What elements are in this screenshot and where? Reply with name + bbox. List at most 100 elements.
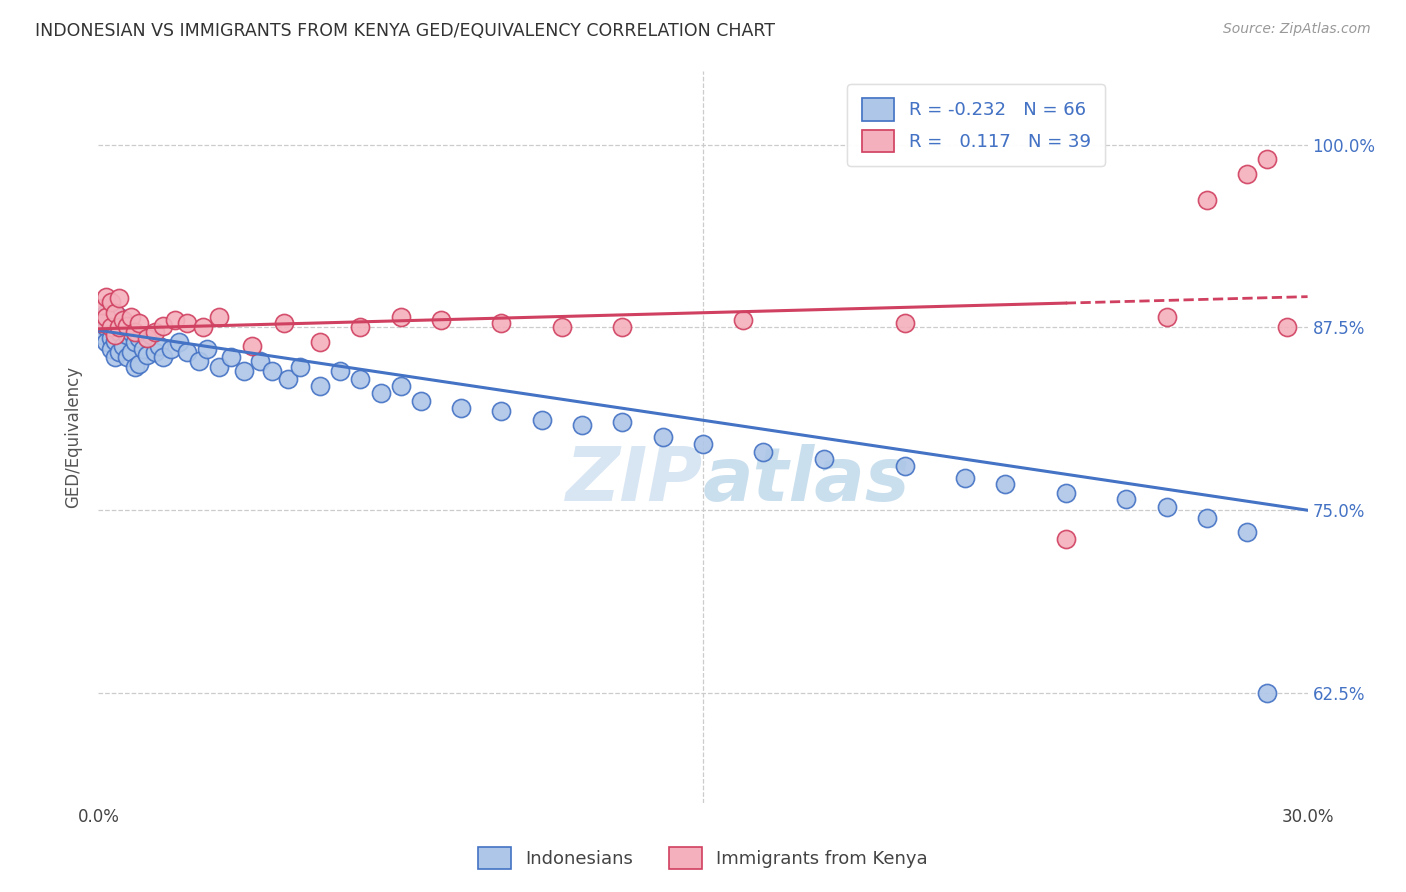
Text: atlas: atlas bbox=[703, 444, 911, 517]
Point bbox=[450, 401, 472, 415]
Point bbox=[1195, 193, 1218, 207]
Legend: Indonesians, Immigrants from Kenya: Indonesians, Immigrants from Kenya bbox=[470, 838, 936, 879]
Point bbox=[176, 316, 198, 330]
Y-axis label: GED/Equivalency: GED/Equivalency bbox=[63, 366, 82, 508]
Point bbox=[139, 327, 162, 342]
Point bbox=[232, 364, 254, 378]
Point bbox=[96, 334, 118, 349]
Point bbox=[389, 310, 412, 325]
Point bbox=[100, 343, 122, 357]
Point bbox=[349, 371, 371, 385]
Point bbox=[103, 318, 125, 333]
Point bbox=[1156, 500, 1178, 515]
Point bbox=[813, 452, 835, 467]
Point bbox=[115, 350, 138, 364]
Point bbox=[370, 386, 392, 401]
Point bbox=[491, 403, 513, 417]
Point bbox=[163, 313, 186, 327]
Point bbox=[124, 325, 146, 339]
Point bbox=[1277, 320, 1299, 334]
Point bbox=[551, 320, 574, 334]
Point bbox=[111, 339, 134, 353]
Point bbox=[430, 313, 453, 327]
Point bbox=[135, 330, 157, 344]
Point bbox=[128, 316, 150, 330]
Point bbox=[100, 330, 122, 344]
Point bbox=[115, 318, 138, 333]
Point bbox=[128, 357, 150, 371]
Text: INDONESIAN VS IMMIGRANTS FROM KENYA GED/EQUIVALENCY CORRELATION CHART: INDONESIAN VS IMMIGRANTS FROM KENYA GED/… bbox=[35, 22, 775, 40]
Point bbox=[124, 334, 146, 349]
Point bbox=[100, 320, 122, 334]
Point bbox=[1156, 310, 1178, 325]
Point bbox=[994, 476, 1017, 491]
Point bbox=[176, 345, 198, 359]
Point bbox=[96, 290, 118, 304]
Point bbox=[329, 364, 352, 378]
Point bbox=[612, 320, 634, 334]
Point bbox=[124, 359, 146, 374]
Point bbox=[1054, 485, 1077, 500]
Point bbox=[530, 412, 553, 426]
Point bbox=[107, 345, 129, 359]
Point bbox=[103, 334, 125, 348]
Point bbox=[143, 345, 166, 359]
Point bbox=[111, 320, 134, 334]
Text: Source: ZipAtlas.com: Source: ZipAtlas.com bbox=[1223, 22, 1371, 37]
Point bbox=[148, 339, 170, 353]
Point bbox=[953, 471, 976, 485]
Point bbox=[120, 325, 142, 339]
Point bbox=[115, 327, 138, 342]
Point bbox=[249, 354, 271, 368]
Point bbox=[107, 291, 129, 305]
Point bbox=[143, 325, 166, 339]
Point bbox=[120, 310, 142, 325]
Point bbox=[152, 350, 174, 364]
Point bbox=[491, 316, 513, 330]
Point bbox=[692, 437, 714, 451]
Point bbox=[409, 393, 432, 408]
Point bbox=[1256, 686, 1278, 700]
Point bbox=[277, 371, 299, 385]
Point bbox=[96, 310, 118, 325]
Point bbox=[100, 295, 122, 310]
Point bbox=[260, 364, 283, 378]
Point bbox=[612, 416, 634, 430]
Point bbox=[103, 306, 125, 320]
Point bbox=[349, 320, 371, 334]
Point bbox=[1054, 533, 1077, 547]
Point bbox=[160, 343, 183, 357]
Point bbox=[309, 334, 332, 349]
Point bbox=[208, 310, 231, 325]
Point bbox=[1115, 491, 1137, 506]
Point bbox=[571, 418, 593, 433]
Point bbox=[1195, 510, 1218, 524]
Text: ZIP: ZIP bbox=[565, 444, 703, 517]
Point bbox=[188, 354, 211, 368]
Point bbox=[100, 316, 122, 330]
Point bbox=[733, 313, 755, 327]
Point bbox=[111, 313, 134, 327]
Point bbox=[193, 320, 215, 334]
Point bbox=[208, 359, 231, 374]
Point bbox=[389, 379, 412, 393]
Point bbox=[1236, 525, 1258, 540]
Point bbox=[91, 327, 114, 342]
Point bbox=[195, 343, 218, 357]
Point bbox=[91, 313, 114, 327]
Point bbox=[1236, 167, 1258, 181]
Point bbox=[893, 316, 915, 330]
Point bbox=[91, 316, 114, 330]
Point bbox=[651, 430, 673, 444]
Point bbox=[288, 359, 311, 374]
Point bbox=[96, 306, 118, 320]
Point bbox=[120, 345, 142, 359]
Point bbox=[167, 334, 190, 349]
Point bbox=[96, 320, 118, 334]
Point bbox=[107, 325, 129, 339]
Point bbox=[752, 444, 775, 458]
Point bbox=[221, 350, 243, 364]
Legend: R = -0.232   N = 66, R =   0.117   N = 39: R = -0.232 N = 66, R = 0.117 N = 39 bbox=[848, 84, 1105, 166]
Point bbox=[135, 348, 157, 362]
Point bbox=[103, 327, 125, 342]
